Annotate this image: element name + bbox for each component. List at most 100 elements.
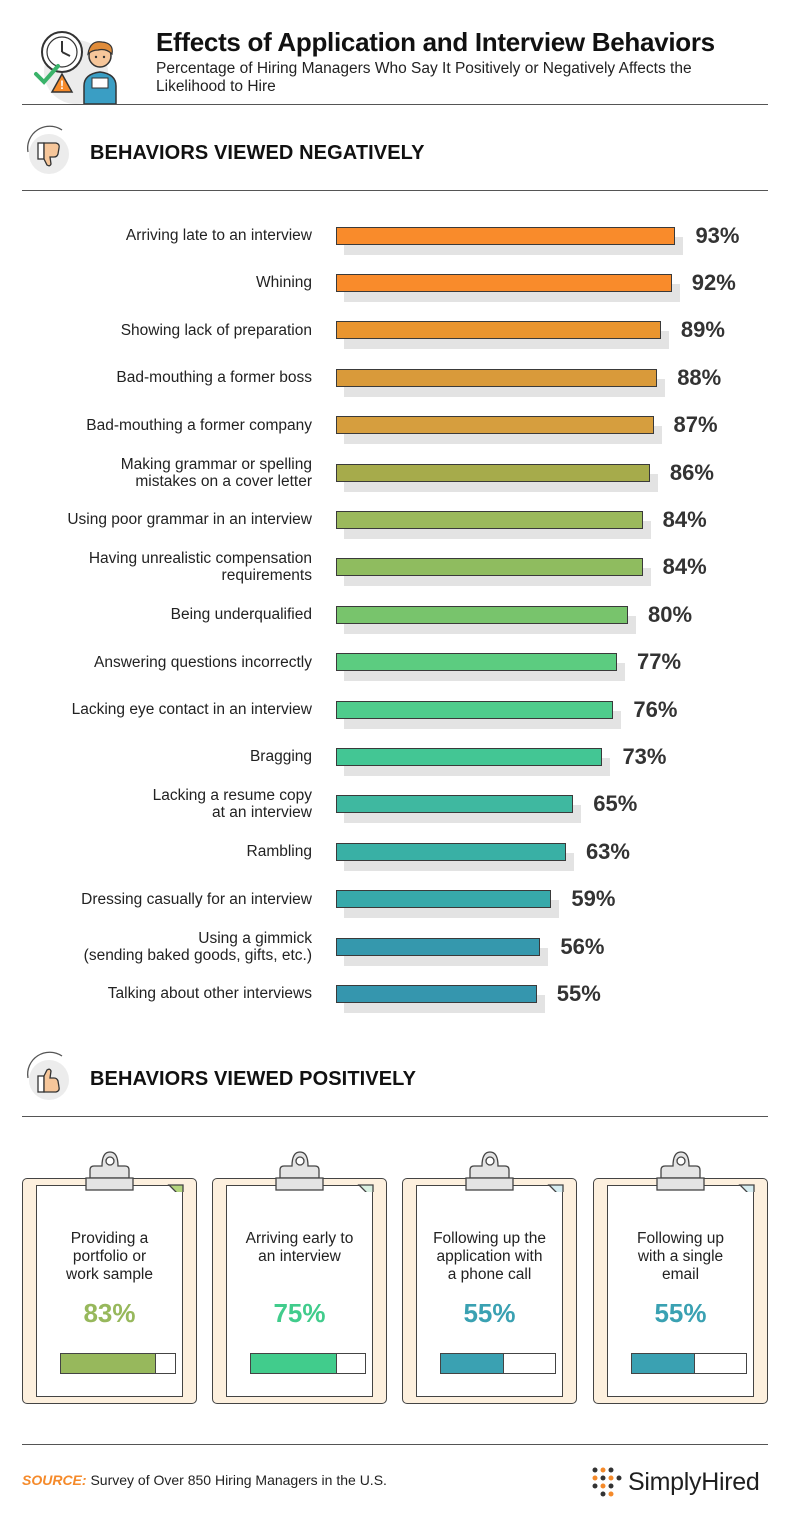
bar-value-label: 59% xyxy=(571,886,616,912)
negative-section-header: BEHAVIORS VIEWED NEGATIVELY xyxy=(22,124,768,184)
card-value-label: 75% xyxy=(273,1298,326,1328)
card-label: Arriving early to an interview xyxy=(232,1230,367,1266)
bar-label: Bad-mouthing a former company xyxy=(12,417,312,434)
clipboard-clip-icon xyxy=(656,1151,755,1192)
brand-logo: SimplyHired xyxy=(590,1464,770,1500)
card-value-label: 55% xyxy=(463,1298,516,1328)
bar xyxy=(336,605,628,624)
clipboard-clip-icon xyxy=(85,1151,184,1192)
bar-label-line: Talking about other interviews xyxy=(107,985,312,1003)
page-title: Effects of Application and Interview Beh… xyxy=(156,27,715,57)
bar-label: Bragging xyxy=(12,748,312,765)
card-progress-track xyxy=(60,1353,176,1374)
svg-text:!: ! xyxy=(60,78,64,92)
bar-label: Making grammar or spelling mistakes on a … xyxy=(12,456,312,490)
header: ! Effects of Application and Interview B… xyxy=(0,0,800,104)
bar-label: Dressing casually for an interview xyxy=(12,891,312,908)
bar-label: Using poor grammar in an interview xyxy=(12,511,312,528)
bar xyxy=(336,653,618,672)
bar xyxy=(336,937,541,956)
bar-label-line: Bragging xyxy=(249,748,312,766)
bar-value-label: 88% xyxy=(677,364,722,390)
bar-value-label: 89% xyxy=(680,317,725,343)
bar-label-line: Showing lack of preparation xyxy=(120,321,312,339)
bar-label: Rambling xyxy=(12,843,312,860)
bar-label-line: Lacking a resume copy xyxy=(152,787,312,805)
card-label: Following up with a single email xyxy=(613,1230,748,1284)
bar-label-line: Lacking eye contact in an interview xyxy=(71,701,312,718)
source-text: Survey of Over 850 Hiring Managers in th… xyxy=(86,1472,387,1488)
bar-label-line: Dressing casually for an interview xyxy=(81,890,312,908)
bar-value-label: 86% xyxy=(669,459,714,485)
bar xyxy=(336,368,658,387)
bar-value-label: 87% xyxy=(673,412,718,438)
bar-value-label: 56% xyxy=(560,933,605,959)
clipboard-clip-icon xyxy=(275,1151,374,1192)
bar xyxy=(336,226,676,245)
card-value-label: 55% xyxy=(654,1298,707,1328)
bar-label-line: Being underqualified xyxy=(170,606,312,624)
bar-value-label: 84% xyxy=(662,506,707,532)
page-subtitle: Percentage of Hiring Managers Who Say It… xyxy=(156,60,692,95)
card-label-line: Providing a xyxy=(70,1230,149,1247)
bar-label-line: Having unrealistic compensation xyxy=(88,550,312,568)
clipboard-card: Following up with a single email 55% xyxy=(593,1148,768,1406)
bar-label-line: Arriving late to an interview xyxy=(125,227,312,244)
bar-label: Having unrealistic compensation requireme… xyxy=(12,550,312,584)
bar-value-label: 63% xyxy=(585,838,630,864)
bar-label: Using a gimmick (sending baked goods, gif… xyxy=(12,930,312,964)
bar-label-line: Answering questions incorrectly xyxy=(94,653,312,671)
simplyhired-logo-dots xyxy=(592,1467,622,1497)
bar-value-label: 73% xyxy=(622,743,667,769)
bar-value-label: 77% xyxy=(637,649,682,675)
clipboard-clip-icon xyxy=(465,1151,564,1192)
negative-behaviors-chart: Arriving late to an interview 93% Whining 9… xyxy=(0,212,800,1022)
bar xyxy=(336,842,566,861)
bar-label-line: Using poor grammar in an interview xyxy=(67,511,312,529)
card-progress-fill xyxy=(632,1354,695,1373)
source-note: SOURCE: Survey of Over 850 Hiring Manage… xyxy=(22,1472,387,1488)
bar-label: Arriving late to an interview xyxy=(12,227,312,244)
card-progress-track xyxy=(440,1353,556,1374)
bar xyxy=(336,795,574,814)
bar-value-label: 65% xyxy=(593,791,638,817)
bar-label-line: Bad-mouthing a former boss xyxy=(116,369,312,387)
bar-label-line: requirements xyxy=(221,567,312,585)
bar-label: Lacking eye contact in an interview xyxy=(12,701,312,718)
clipboard-card: Following up the application with a phone … xyxy=(402,1148,577,1406)
thumbs-down-icon xyxy=(27,125,69,174)
card-label-line: an interview xyxy=(258,1248,341,1265)
positive-section-title: BEHAVIORS VIEWED POSITIVELY xyxy=(90,1068,417,1090)
brand-name: SimplyHired xyxy=(628,1468,760,1496)
bar-label-line: mistakes on a cover letter xyxy=(135,472,312,490)
bar-value-label: 76% xyxy=(633,696,678,722)
bar xyxy=(336,463,650,482)
bar-value-label: 92% xyxy=(691,269,736,295)
bar-label: Answering questions incorrectly xyxy=(12,654,312,671)
bar-label-line: Rambling xyxy=(246,843,312,861)
clipboard-card: Arriving early to an interview 75% xyxy=(212,1148,387,1406)
clipboard-card: Providing a portfolio or work sample 83% xyxy=(22,1148,197,1406)
bar-label: Lacking a resume copy at an interview xyxy=(12,787,312,821)
bar xyxy=(336,510,643,529)
bar-label-line: at an interview xyxy=(212,804,312,822)
card-value-label: 83% xyxy=(83,1298,136,1328)
bar-label-line: Using a gimmick xyxy=(198,929,312,947)
card-label-line: work sample xyxy=(66,1266,153,1283)
bar-value-label: 55% xyxy=(556,980,601,1006)
bar-label: Talking about other interviews xyxy=(12,985,312,1002)
card-progress-fill xyxy=(61,1354,156,1373)
bar-value-label: 84% xyxy=(662,554,707,580)
bar xyxy=(336,700,614,719)
card-label: Providing a portfolio or work sample xyxy=(42,1230,177,1284)
card-label-line: with a single xyxy=(637,1248,724,1265)
bar xyxy=(336,984,537,1003)
negative-section-title: BEHAVIORS VIEWED NEGATIVELY xyxy=(90,142,425,164)
bar-label: Being underqualified xyxy=(12,606,312,623)
card-label-line: portfolio or xyxy=(72,1248,147,1265)
bar xyxy=(336,747,603,766)
footer-divider xyxy=(22,1444,768,1445)
header-divider xyxy=(22,104,768,105)
bar xyxy=(336,273,672,292)
card-label-line: Following up the xyxy=(433,1230,546,1247)
